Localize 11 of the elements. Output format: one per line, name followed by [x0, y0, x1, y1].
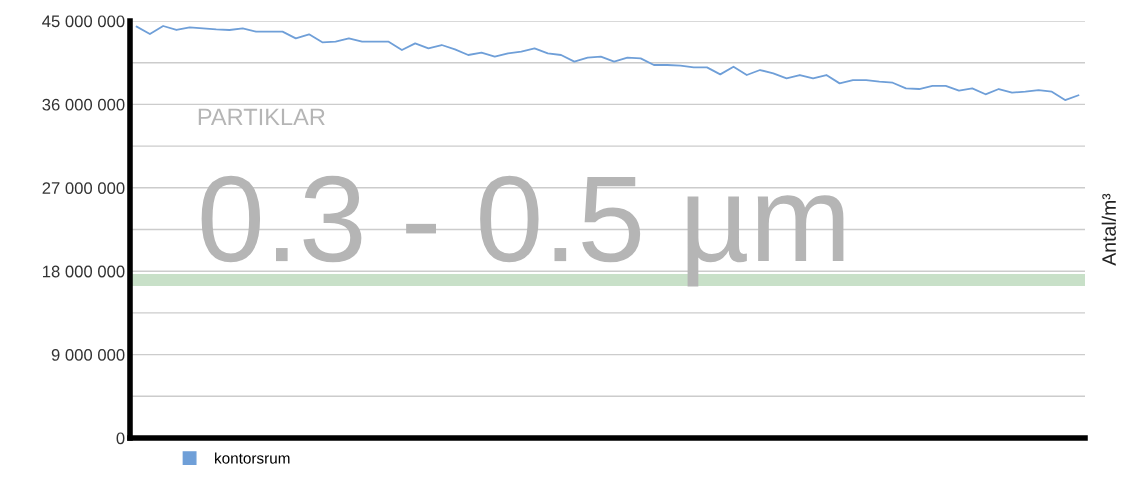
y-tick-label: 27 000 000 [42, 182, 125, 194]
y-tick-label: 9 000 000 [51, 349, 125, 361]
y-tick-label: 18 000 000 [43, 265, 125, 278]
line-series [135, 25, 1080, 101]
y-axis-title: Antal/m³ [1101, 193, 1116, 266]
annotation: PARTIKLAR [198, 108, 325, 126]
y-tick-label: 45 000 000 [42, 15, 125, 28]
legend-label: kontorsrum [215, 452, 290, 464]
annotation: 0.3 - 0.5 µm [201, 175, 844, 287]
y-tick-label: 36 000 000 [42, 98, 125, 111]
y-tick-label: 0 [116, 432, 125, 445]
